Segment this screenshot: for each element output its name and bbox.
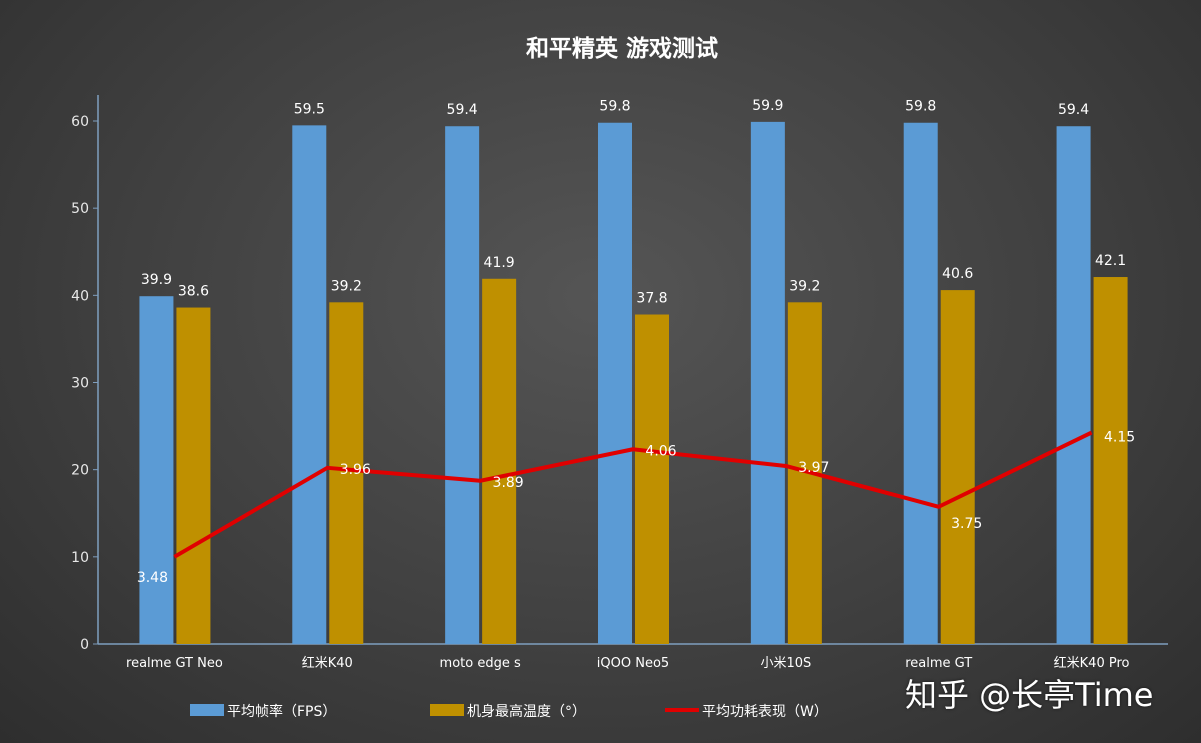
power-label: 3.97 — [798, 460, 829, 476]
data-label: 59.8 — [599, 99, 630, 115]
x-tick-label: moto edge s — [440, 656, 521, 671]
x-tick-label: iQOO Neo5 — [597, 656, 669, 671]
bar-fps — [598, 122, 632, 644]
watermark: 知乎 @长亭Time — [905, 676, 1154, 714]
power-label: 3.75 — [951, 516, 982, 532]
data-label: 40.6 — [942, 266, 973, 282]
bar-fps — [1056, 126, 1091, 645]
y-tick-label: 30 — [71, 376, 89, 392]
y-tick-label: 50 — [71, 201, 89, 217]
bar-fps — [139, 296, 174, 644]
power-label: 4.06 — [645, 443, 676, 459]
data-label: 59.4 — [1058, 102, 1089, 118]
axes: 0 10 20 30 40 50 60 realme GT Neo 红米K40 moto edge… — [71, 95, 1168, 671]
data-label: 39.2 — [331, 278, 362, 294]
data-label: 41.9 — [484, 255, 515, 271]
legend-label: 机身最高温度（°） — [467, 703, 586, 720]
power-line: 3.48 3.96 3.89 4.06 3.97 3.75 4.15 — [137, 430, 1135, 586]
data-label: 59.8 — [905, 99, 936, 115]
bar-fps — [903, 122, 938, 644]
chart-title: 和平精英 游戏测试 — [526, 35, 718, 62]
bar-fps — [292, 125, 327, 644]
x-tick-label: realme GT Neo — [126, 656, 223, 671]
x-tick-label: 红米K40 — [302, 655, 353, 671]
power-line-path — [173, 430, 1093, 559]
legend-swatch — [665, 708, 699, 712]
y-tick-label: 10 — [71, 550, 89, 566]
power-label: 3.89 — [493, 475, 524, 491]
legend-label: 平均功耗表现（W） — [702, 704, 828, 720]
x-tick-label: 红米K40 Pro — [1054, 655, 1130, 671]
bar-temp — [635, 314, 669, 644]
data-label: 59.4 — [447, 102, 478, 118]
data-label: 37.8 — [636, 291, 667, 307]
power-label: 3.96 — [340, 462, 371, 478]
y-tick-label: 0 — [80, 637, 89, 653]
y-tick-label: 40 — [71, 288, 89, 304]
bars: 39.9 59.5 59.4 59.8 59.9 59.8 59.4 38.6 39.2 41.9… — [139, 98, 1128, 645]
power-label: 3.48 — [137, 570, 168, 586]
data-label: 39.2 — [789, 278, 820, 294]
data-label: 39.9 — [141, 272, 172, 288]
bar-fps — [750, 121, 785, 645]
power-label: 4.15 — [1104, 430, 1135, 446]
legend-label: 平均帧率（FPS） — [227, 703, 336, 720]
y-tick-label: 20 — [71, 463, 89, 479]
legend-swatch — [190, 704, 224, 716]
data-label: 42.1 — [1095, 253, 1126, 269]
legend: 平均帧率（FPS） 机身最高温度（°） 平均功耗表现（W） — [190, 703, 828, 720]
legend-swatch — [430, 704, 464, 716]
x-tick-label: realme GT — [905, 656, 972, 671]
data-label: 59.9 — [752, 98, 783, 114]
data-label: 59.5 — [294, 101, 325, 117]
bar-temp — [940, 290, 975, 644]
y-tick-label: 60 — [71, 114, 89, 130]
bar-fps — [445, 126, 480, 645]
bar-temp — [329, 302, 364, 644]
bar-temp — [176, 307, 211, 644]
bar-temp — [1093, 277, 1128, 644]
x-tick-label: 小米10S — [760, 656, 811, 671]
data-label: 38.6 — [178, 284, 209, 300]
bar-temp — [482, 278, 517, 644]
